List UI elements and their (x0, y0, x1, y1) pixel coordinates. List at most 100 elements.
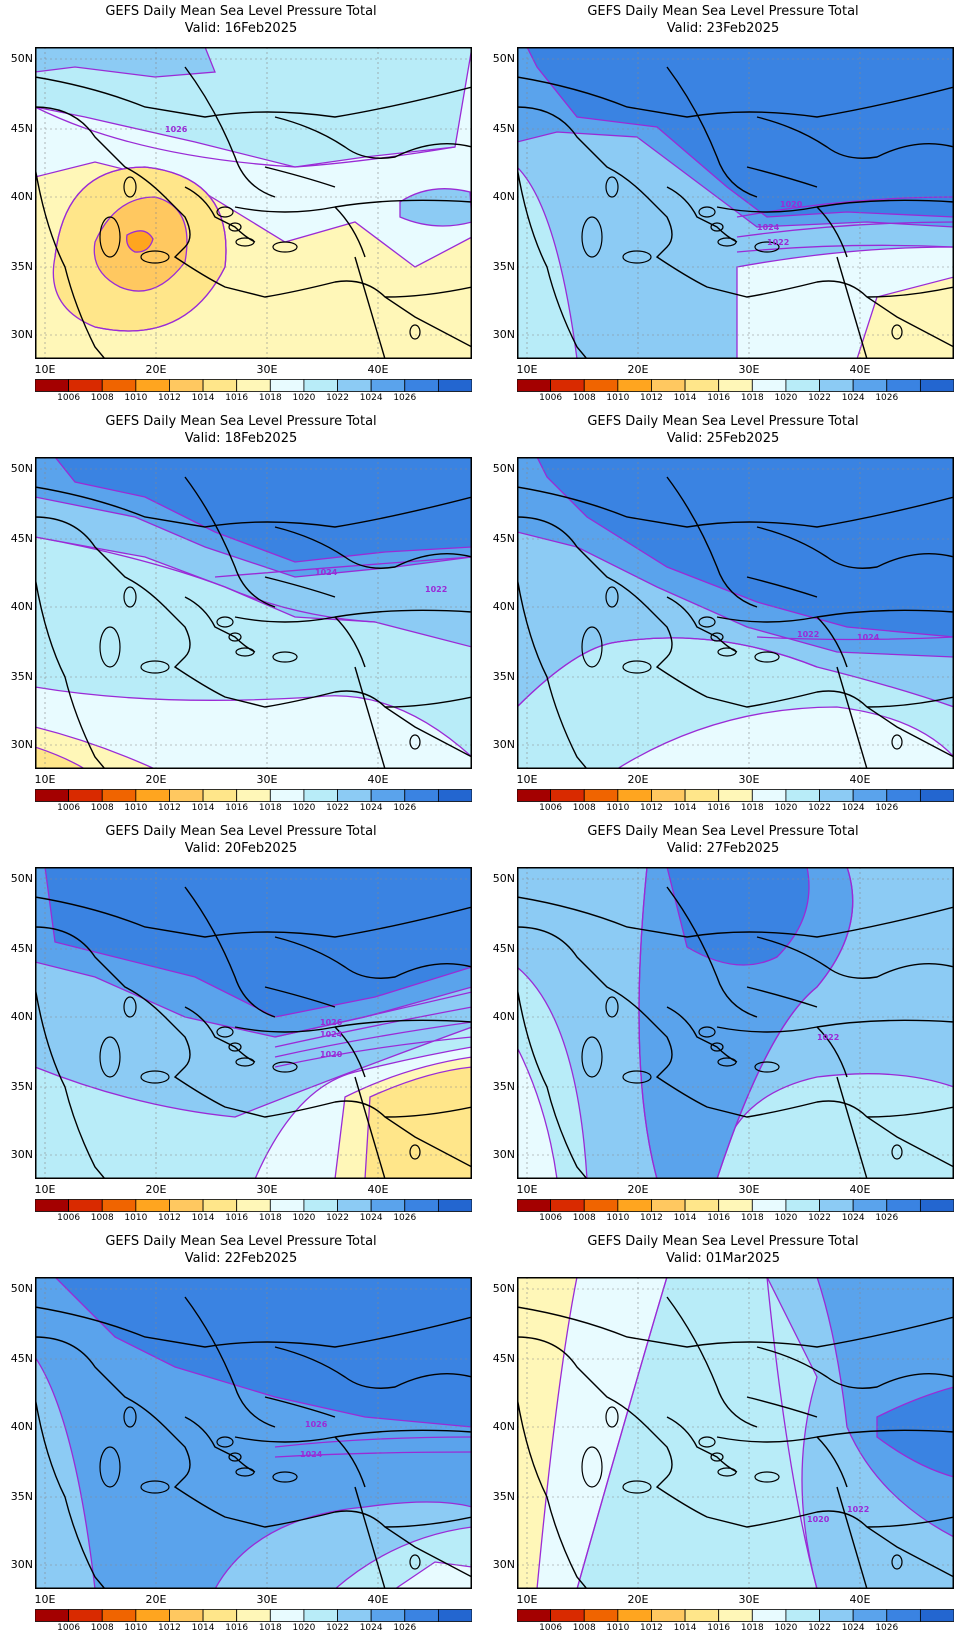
color-scale-label: 1020 (292, 1623, 316, 1633)
pressure-map: 1026 (35, 47, 472, 359)
color-scale-label: 1016 (225, 803, 249, 813)
color-scale-swatch (751, 1199, 787, 1212)
coastline-border (35, 1306, 472, 1348)
color-scale-swatch (886, 1609, 921, 1622)
color-scale-label: 1020 (292, 393, 316, 403)
color-scale-label: 1018 (740, 1623, 764, 1633)
color-scale-swatch (852, 1609, 888, 1622)
island-outline (123, 996, 137, 1018)
island-outline (622, 660, 652, 674)
coastline-border (746, 166, 818, 188)
longitude-tick-label: 30E (256, 363, 278, 376)
color-scale-label: 1008 (90, 1623, 114, 1633)
longitude-tick-label: 20E (145, 773, 167, 786)
coastline-border (264, 166, 336, 188)
color-scale-swatch (517, 789, 552, 802)
coastline-border (274, 1346, 472, 1389)
isobar-label: 1020 (807, 1515, 830, 1524)
color-scale-swatch (303, 1609, 338, 1622)
color-scale-swatch (35, 1609, 70, 1622)
color-scale-swatch (404, 1199, 439, 1212)
color-scale-label: 1022 (808, 393, 831, 403)
color-scale-swatch (583, 789, 619, 802)
color-scale-label: 1012 (640, 803, 663, 813)
color-scale-swatch (101, 1609, 137, 1622)
coastline-border (756, 526, 954, 569)
color-scale-label: 1014 (673, 1623, 697, 1633)
latitude-tick-label: 30N (10, 1148, 33, 1161)
color-scale-label: 1006 (57, 1213, 81, 1223)
island-outline (272, 1471, 298, 1483)
coastline-border (384, 1516, 472, 1528)
coastline-border (354, 666, 386, 769)
color-scale-label: 1014 (191, 803, 215, 813)
island-outline (891, 1554, 903, 1570)
isobar-label: 1020 (320, 1050, 343, 1059)
color-scale-label: 1008 (572, 1623, 596, 1633)
color-scale-swatch (68, 1199, 103, 1212)
color-scale-swatch (718, 1609, 753, 1622)
latitude-tick-label: 45N (10, 1352, 33, 1365)
island-outline (605, 1406, 619, 1428)
pressure-region-1026 (876, 1386, 954, 1478)
color-scale-label: 1014 (191, 1623, 215, 1633)
color-scale-swatch (751, 1609, 787, 1622)
island-outline (228, 632, 242, 642)
color-scale-label: 1018 (740, 803, 764, 813)
color-scale-label: 1010 (124, 803, 148, 813)
longitude-tick-label: 30E (738, 773, 760, 786)
pressure-region-1018 (393, 1561, 472, 1589)
island-outline (581, 1446, 603, 1488)
longitude-tick-label: 40E (849, 1593, 871, 1606)
color-scale-swatch (437, 789, 472, 802)
color-scale-swatch (583, 1199, 619, 1212)
island-outline (605, 586, 619, 608)
color-scale-label: 1020 (774, 1213, 798, 1223)
island-outline (140, 1070, 170, 1084)
coastline-border (816, 206, 848, 258)
longitude-tick-label: 40E (849, 1183, 871, 1196)
longitude-tick-label: 30E (738, 363, 760, 376)
latitude-tick-label: 45N (10, 532, 33, 545)
isobar-line (716, 867, 854, 1179)
coastline-border (184, 886, 276, 1018)
pressure-map: 1022 (517, 867, 954, 1179)
color-scale-label: 1024 (841, 803, 865, 813)
coastline-border (816, 1026, 848, 1078)
coastline-border (274, 116, 472, 159)
color-scale-swatch (886, 379, 921, 392)
color-scale-swatch (684, 789, 720, 802)
latitude-tick-label: 50N (492, 52, 515, 65)
latitude-tick-label: 45N (492, 532, 515, 545)
color-scale-label: 1010 (124, 1623, 148, 1633)
coastline-border (666, 476, 758, 608)
color-scale-label: 1006 (57, 1623, 81, 1633)
coastline-border (184, 1296, 276, 1428)
color-scale-swatch (785, 1609, 820, 1622)
island-outline (717, 647, 737, 657)
island-outline (891, 734, 903, 750)
color-scale-swatch (135, 1199, 170, 1212)
longitude-tick-label: 20E (627, 1183, 649, 1196)
color-scale-label: 1008 (90, 803, 114, 813)
coastline-border (517, 1396, 588, 1589)
island-outline (622, 250, 652, 264)
color-scale-swatch (101, 1199, 137, 1212)
latitude-tick-label: 40N (10, 600, 33, 613)
isobar-line (517, 637, 818, 708)
color-scale-swatch (718, 379, 753, 392)
coastline-border (517, 576, 588, 769)
color-scale-swatch (35, 379, 70, 392)
coastline-border (517, 106, 954, 348)
panel-valid-date: Valid: 25Feb2025 (666, 431, 780, 446)
map-panel: GEFS Daily Mean Sea Level Pressure Total… (0, 410, 482, 820)
longitude-tick-label: 20E (627, 1593, 649, 1606)
isobar-label: 1026 (165, 125, 188, 134)
panel-valid-date: Valid: 23Feb2025 (666, 21, 780, 36)
color-scale-label: 1024 (359, 803, 383, 813)
longitude-tick-label: 10E (34, 1593, 56, 1606)
island-outline (754, 1061, 780, 1073)
coastline-border (756, 116, 954, 159)
latitude-tick-label: 35N (10, 1490, 33, 1503)
color-scale-label: 1016 (225, 1213, 249, 1223)
